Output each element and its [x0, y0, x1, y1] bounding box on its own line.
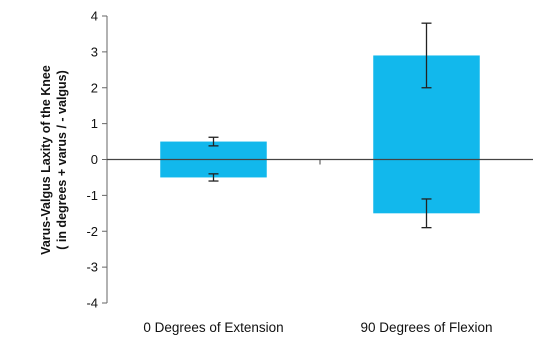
y-tick-label: 4	[91, 9, 98, 24]
y-tick-label: -4	[86, 296, 98, 311]
x-category-label: 0 Degrees of Extension	[143, 320, 283, 335]
x-category-label: 90 Degrees of Flexion	[360, 320, 492, 335]
y-tick-label: 3	[91, 44, 98, 59]
bars-group	[160, 55, 480, 214]
y-axis-label-line2: ( in degrees + varus / - valgus)	[55, 70, 69, 250]
y-tick-label: -3	[86, 260, 98, 275]
y-tick-label: 2	[91, 80, 98, 95]
y-tick-label: 1	[91, 116, 98, 131]
error-bars-group	[208, 22, 432, 229]
y-axis-label-line1: Varus-Valgus Laxity of the Knee	[39, 65, 53, 255]
bar-1-positive	[160, 141, 267, 160]
y-tick-label: 0	[91, 152, 98, 167]
axes-group	[102, 15, 533, 304]
y-tick-label: -2	[86, 224, 98, 239]
x-category-labels: 0 Degrees of Extension 90 Degrees of Flex…	[143, 320, 492, 335]
y-tick-label: -1	[86, 188, 98, 203]
y-tick-labels: -4 -3 -2 -1 0 1 2 3 4	[86, 9, 98, 311]
bar-1-negative	[160, 159, 267, 178]
